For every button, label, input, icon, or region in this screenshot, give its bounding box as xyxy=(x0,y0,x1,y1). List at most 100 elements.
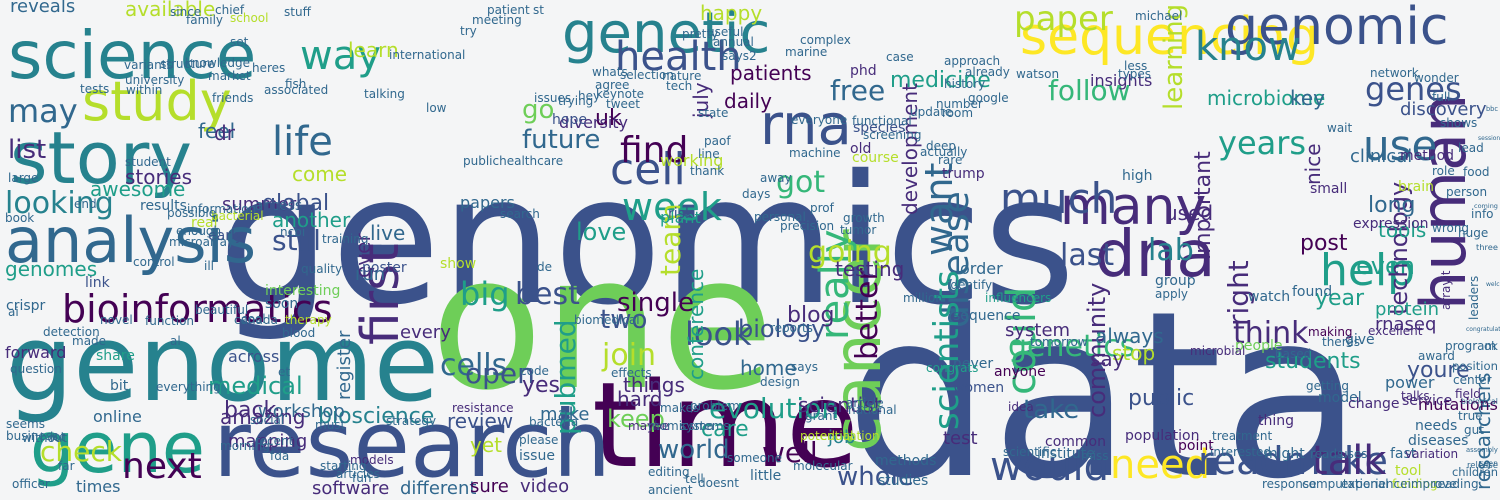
word-field: field xyxy=(1455,387,1481,401)
word-bacteria: bacteria xyxy=(529,415,578,429)
word-even: even xyxy=(1356,252,1415,280)
word-uk: uk xyxy=(595,106,622,131)
word-nice: nice xyxy=(1301,143,1325,185)
word-without: without xyxy=(22,431,67,445)
word-de: de xyxy=(537,260,552,274)
word-starting: starting xyxy=(320,459,367,473)
word-school: school xyxy=(230,11,268,25)
word-national: national xyxy=(848,403,897,417)
word-leaders: leaders xyxy=(1467,276,1481,320)
word-rnaseq: rnaseq xyxy=(1375,314,1436,335)
word-evolution: evolution xyxy=(709,392,839,425)
word-tweet: tweet xyxy=(606,97,640,111)
word-used: used xyxy=(1165,201,1213,225)
word-protein: protein xyxy=(1375,299,1439,320)
word-people: people xyxy=(1235,338,1282,354)
word-right: right xyxy=(1222,260,1255,326)
word-potential: potential xyxy=(800,429,853,443)
word-register: register xyxy=(334,330,355,400)
word-reads: reads xyxy=(1310,447,1343,461)
word-rna: rna xyxy=(760,93,852,158)
word-book: book xyxy=(5,211,34,225)
word-less: less xyxy=(1124,59,1147,73)
word-pubmed: pubmed xyxy=(549,319,582,435)
word-go: go xyxy=(522,95,554,125)
word-diversity: diversity xyxy=(559,113,628,132)
word-tell: tell xyxy=(685,472,704,486)
word-article: article xyxy=(846,396,884,410)
word-really: really xyxy=(812,229,858,340)
word-dna: dna xyxy=(1095,218,1215,292)
word-trying: trying xyxy=(558,94,593,108)
word-personal: personal xyxy=(754,210,806,224)
word-make: make xyxy=(540,404,589,425)
word-response: response xyxy=(1262,477,1317,491)
word-keynote: keynote xyxy=(596,87,644,101)
word-large: large xyxy=(8,171,38,185)
word-social: social xyxy=(250,413,284,427)
word-bacterial: bacterial xyxy=(211,209,264,223)
word-approach: approach xyxy=(944,54,1000,68)
word-studies: studies xyxy=(878,473,928,489)
word-link: link xyxy=(85,275,111,291)
word-single: single xyxy=(617,288,694,318)
word-reports: reports xyxy=(770,321,813,335)
word-testing: testing xyxy=(835,257,904,281)
word-time: time xyxy=(592,356,859,494)
word-says2: says2 xyxy=(722,49,757,63)
word-publichealthcare: publichealthcare xyxy=(463,154,563,168)
word-business: business xyxy=(6,429,58,443)
word-give: give xyxy=(1345,332,1375,348)
word-canada: canada xyxy=(234,313,278,327)
word-community: community xyxy=(1083,283,1111,418)
word-hope: hope xyxy=(552,112,587,128)
word-morning: morning xyxy=(220,439,270,453)
word-welcome: welcome xyxy=(1486,281,1500,288)
word-might: might xyxy=(1264,446,1305,462)
word-seen: seen xyxy=(1480,459,1498,468)
word-thing: thing xyxy=(1258,413,1294,429)
word-wonder: wonder xyxy=(1414,71,1459,85)
word-readmake: readmake xyxy=(1198,439,1388,483)
word-someone: someone xyxy=(727,451,782,465)
word-job: job xyxy=(827,427,855,448)
word-history: history xyxy=(944,77,985,91)
word-year: year xyxy=(1315,286,1365,311)
word-apply: apply xyxy=(1155,287,1188,301)
word-two: two xyxy=(600,305,647,335)
word-try: try xyxy=(460,24,477,38)
word-case: case xyxy=(886,50,914,64)
word-global: global xyxy=(262,191,329,216)
word-needs: needs xyxy=(1415,418,1457,434)
word-power: power xyxy=(1385,373,1435,392)
word-discovery: discovery xyxy=(1400,99,1487,120)
word-key: key xyxy=(1290,86,1325,110)
word-assembly: assembly xyxy=(1466,446,1498,454)
word-end: end xyxy=(74,197,97,211)
word-reading: reading xyxy=(1433,477,1479,491)
word-room: room xyxy=(942,106,973,120)
word-genetic: genetic xyxy=(562,1,770,66)
word-detection: detection xyxy=(43,325,100,339)
word-sequence: sequence xyxy=(953,308,1020,324)
word-bioscience: bioscience xyxy=(318,404,434,429)
word-identify: identify xyxy=(947,278,992,292)
word-making: making xyxy=(1308,325,1353,339)
word-set: set xyxy=(230,35,249,49)
word-happy: happy xyxy=(700,1,762,25)
word-person: person xyxy=(1446,185,1487,199)
word-arrayit: arrayit xyxy=(1439,270,1453,310)
word-session: session xyxy=(1478,135,1500,142)
word-lead: lead xyxy=(1458,141,1484,155)
word-everything: everything xyxy=(156,380,221,394)
word-genomes: genomes xyxy=(5,257,97,281)
word-issues: issues xyxy=(534,91,571,105)
word-going: going xyxy=(808,235,892,270)
word-papers: papers xyxy=(460,193,515,212)
word-much: much xyxy=(1000,174,1117,223)
word-stuff: stuff xyxy=(284,5,312,19)
word-world: world xyxy=(658,435,730,465)
word-little: little xyxy=(750,468,781,484)
word-enough: enough xyxy=(176,224,221,238)
word-share: share xyxy=(96,348,135,364)
